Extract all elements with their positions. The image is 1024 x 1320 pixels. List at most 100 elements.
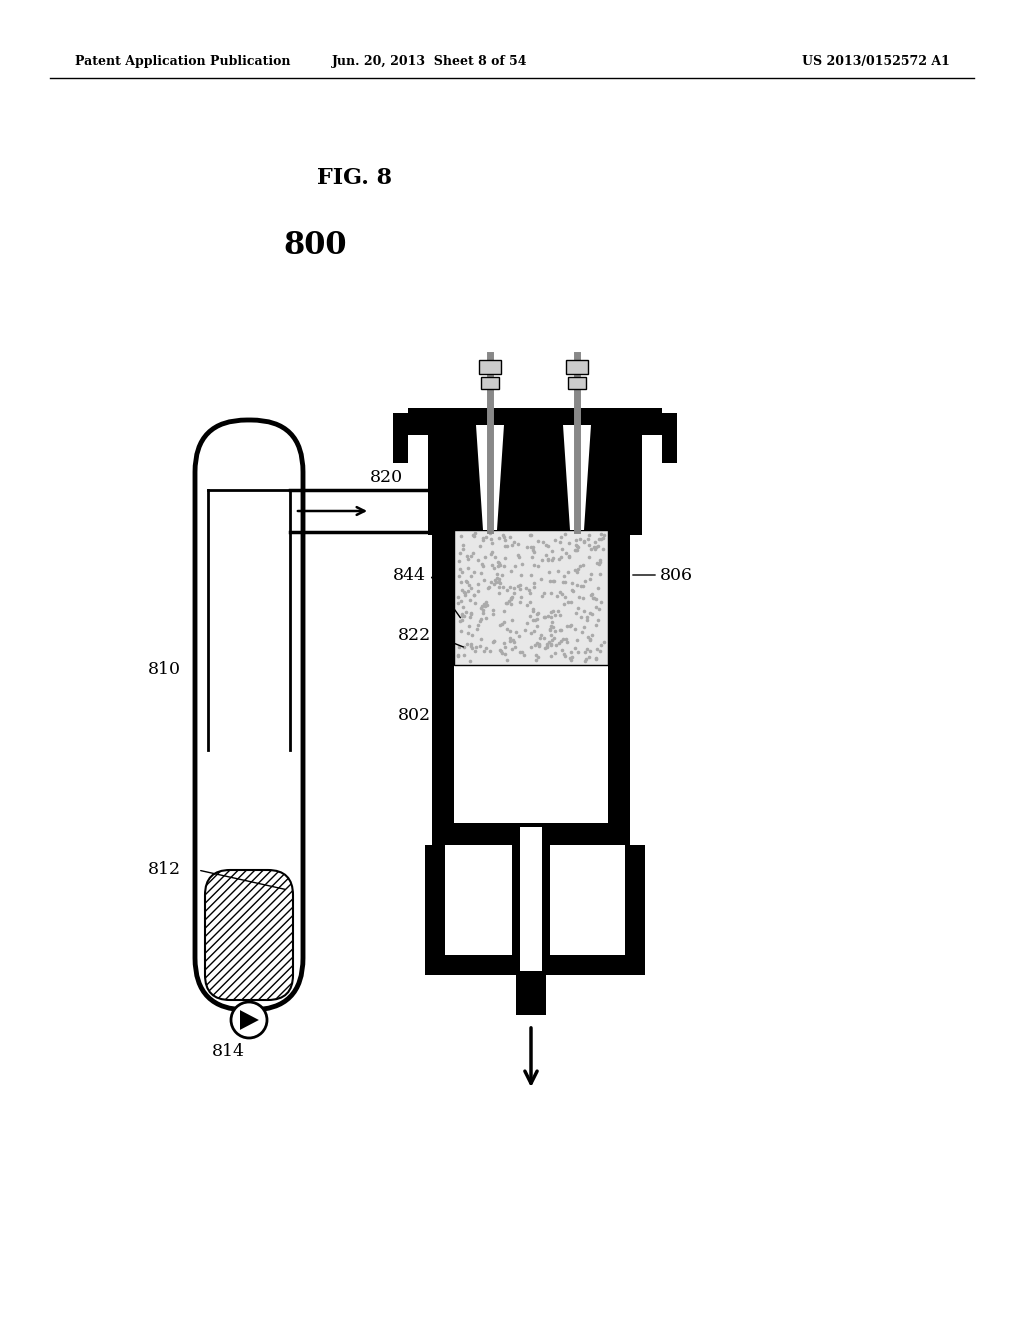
Point	[508, 622, 524, 643]
Point	[528, 609, 545, 630]
Point	[534, 549, 550, 570]
Point	[502, 627, 518, 648]
Point	[490, 577, 507, 598]
Point	[568, 536, 585, 557]
Point	[547, 620, 563, 642]
Point	[502, 527, 518, 548]
Point	[550, 560, 566, 581]
Point	[553, 631, 569, 652]
Point	[492, 554, 508, 576]
Point	[484, 599, 501, 620]
Text: 810: 810	[148, 661, 181, 678]
Point	[500, 593, 516, 614]
Point	[485, 603, 502, 624]
Point	[530, 647, 547, 668]
Point	[514, 642, 530, 663]
Point	[575, 587, 592, 609]
Point	[556, 643, 572, 664]
Point	[490, 556, 507, 577]
Point	[450, 645, 466, 667]
Point	[577, 649, 593, 671]
Point	[591, 598, 607, 619]
Point	[555, 628, 571, 649]
Point	[482, 572, 499, 593]
Point	[494, 565, 510, 586]
Point	[466, 562, 482, 583]
Point	[538, 545, 554, 566]
Point	[540, 549, 556, 570]
Point	[506, 582, 522, 603]
Point	[595, 632, 611, 653]
Point	[540, 606, 556, 627]
Point	[567, 638, 584, 659]
Point	[453, 572, 469, 593]
Point	[588, 587, 604, 609]
Point	[524, 601, 541, 622]
Point	[539, 636, 555, 657]
Point	[504, 586, 520, 607]
Point	[549, 585, 565, 606]
Point	[506, 632, 522, 653]
Point	[511, 626, 527, 647]
Point	[463, 578, 479, 599]
Point	[460, 623, 476, 644]
Point	[540, 536, 556, 557]
Point	[525, 537, 542, 558]
Point	[552, 619, 568, 640]
Point	[485, 631, 502, 652]
Point	[543, 645, 559, 667]
Point	[527, 644, 544, 665]
Point	[551, 548, 567, 569]
Point	[595, 527, 611, 548]
Point	[476, 594, 493, 615]
Point	[578, 648, 594, 669]
Point	[581, 524, 597, 545]
Point	[530, 531, 547, 552]
Point	[589, 552, 605, 573]
Point	[463, 565, 479, 586]
Point	[548, 634, 564, 655]
Point	[511, 546, 527, 568]
Point	[588, 536, 604, 557]
Bar	[445, 845, 625, 954]
Point	[466, 525, 482, 546]
Point	[559, 615, 575, 636]
Point	[577, 616, 593, 638]
Point	[453, 590, 469, 611]
Point	[519, 537, 536, 558]
Point	[503, 593, 519, 614]
Point	[581, 647, 597, 668]
Point	[474, 553, 490, 574]
Point	[587, 531, 603, 552]
Point	[547, 529, 563, 550]
Point	[552, 581, 568, 602]
Point	[526, 573, 543, 594]
Point	[557, 586, 573, 607]
Point	[463, 603, 479, 624]
Bar	[625, 845, 645, 975]
Point	[462, 589, 478, 610]
Point	[492, 552, 508, 573]
Point	[572, 576, 589, 597]
Point	[482, 642, 499, 663]
Bar	[393, 413, 408, 463]
Point	[484, 632, 501, 653]
Point	[519, 595, 536, 616]
Point	[539, 636, 555, 657]
Point	[459, 545, 475, 566]
Point	[463, 603, 479, 624]
Point	[570, 598, 587, 619]
Point	[593, 635, 609, 656]
Point	[493, 640, 509, 661]
Bar	[425, 845, 445, 975]
Point	[556, 565, 572, 586]
Point	[499, 536, 515, 557]
Point	[592, 549, 608, 570]
Point	[538, 638, 554, 659]
Point	[476, 570, 493, 591]
Point	[521, 591, 538, 612]
Point	[450, 644, 466, 665]
Point	[582, 569, 598, 590]
Point	[489, 568, 506, 589]
Point	[463, 635, 479, 656]
